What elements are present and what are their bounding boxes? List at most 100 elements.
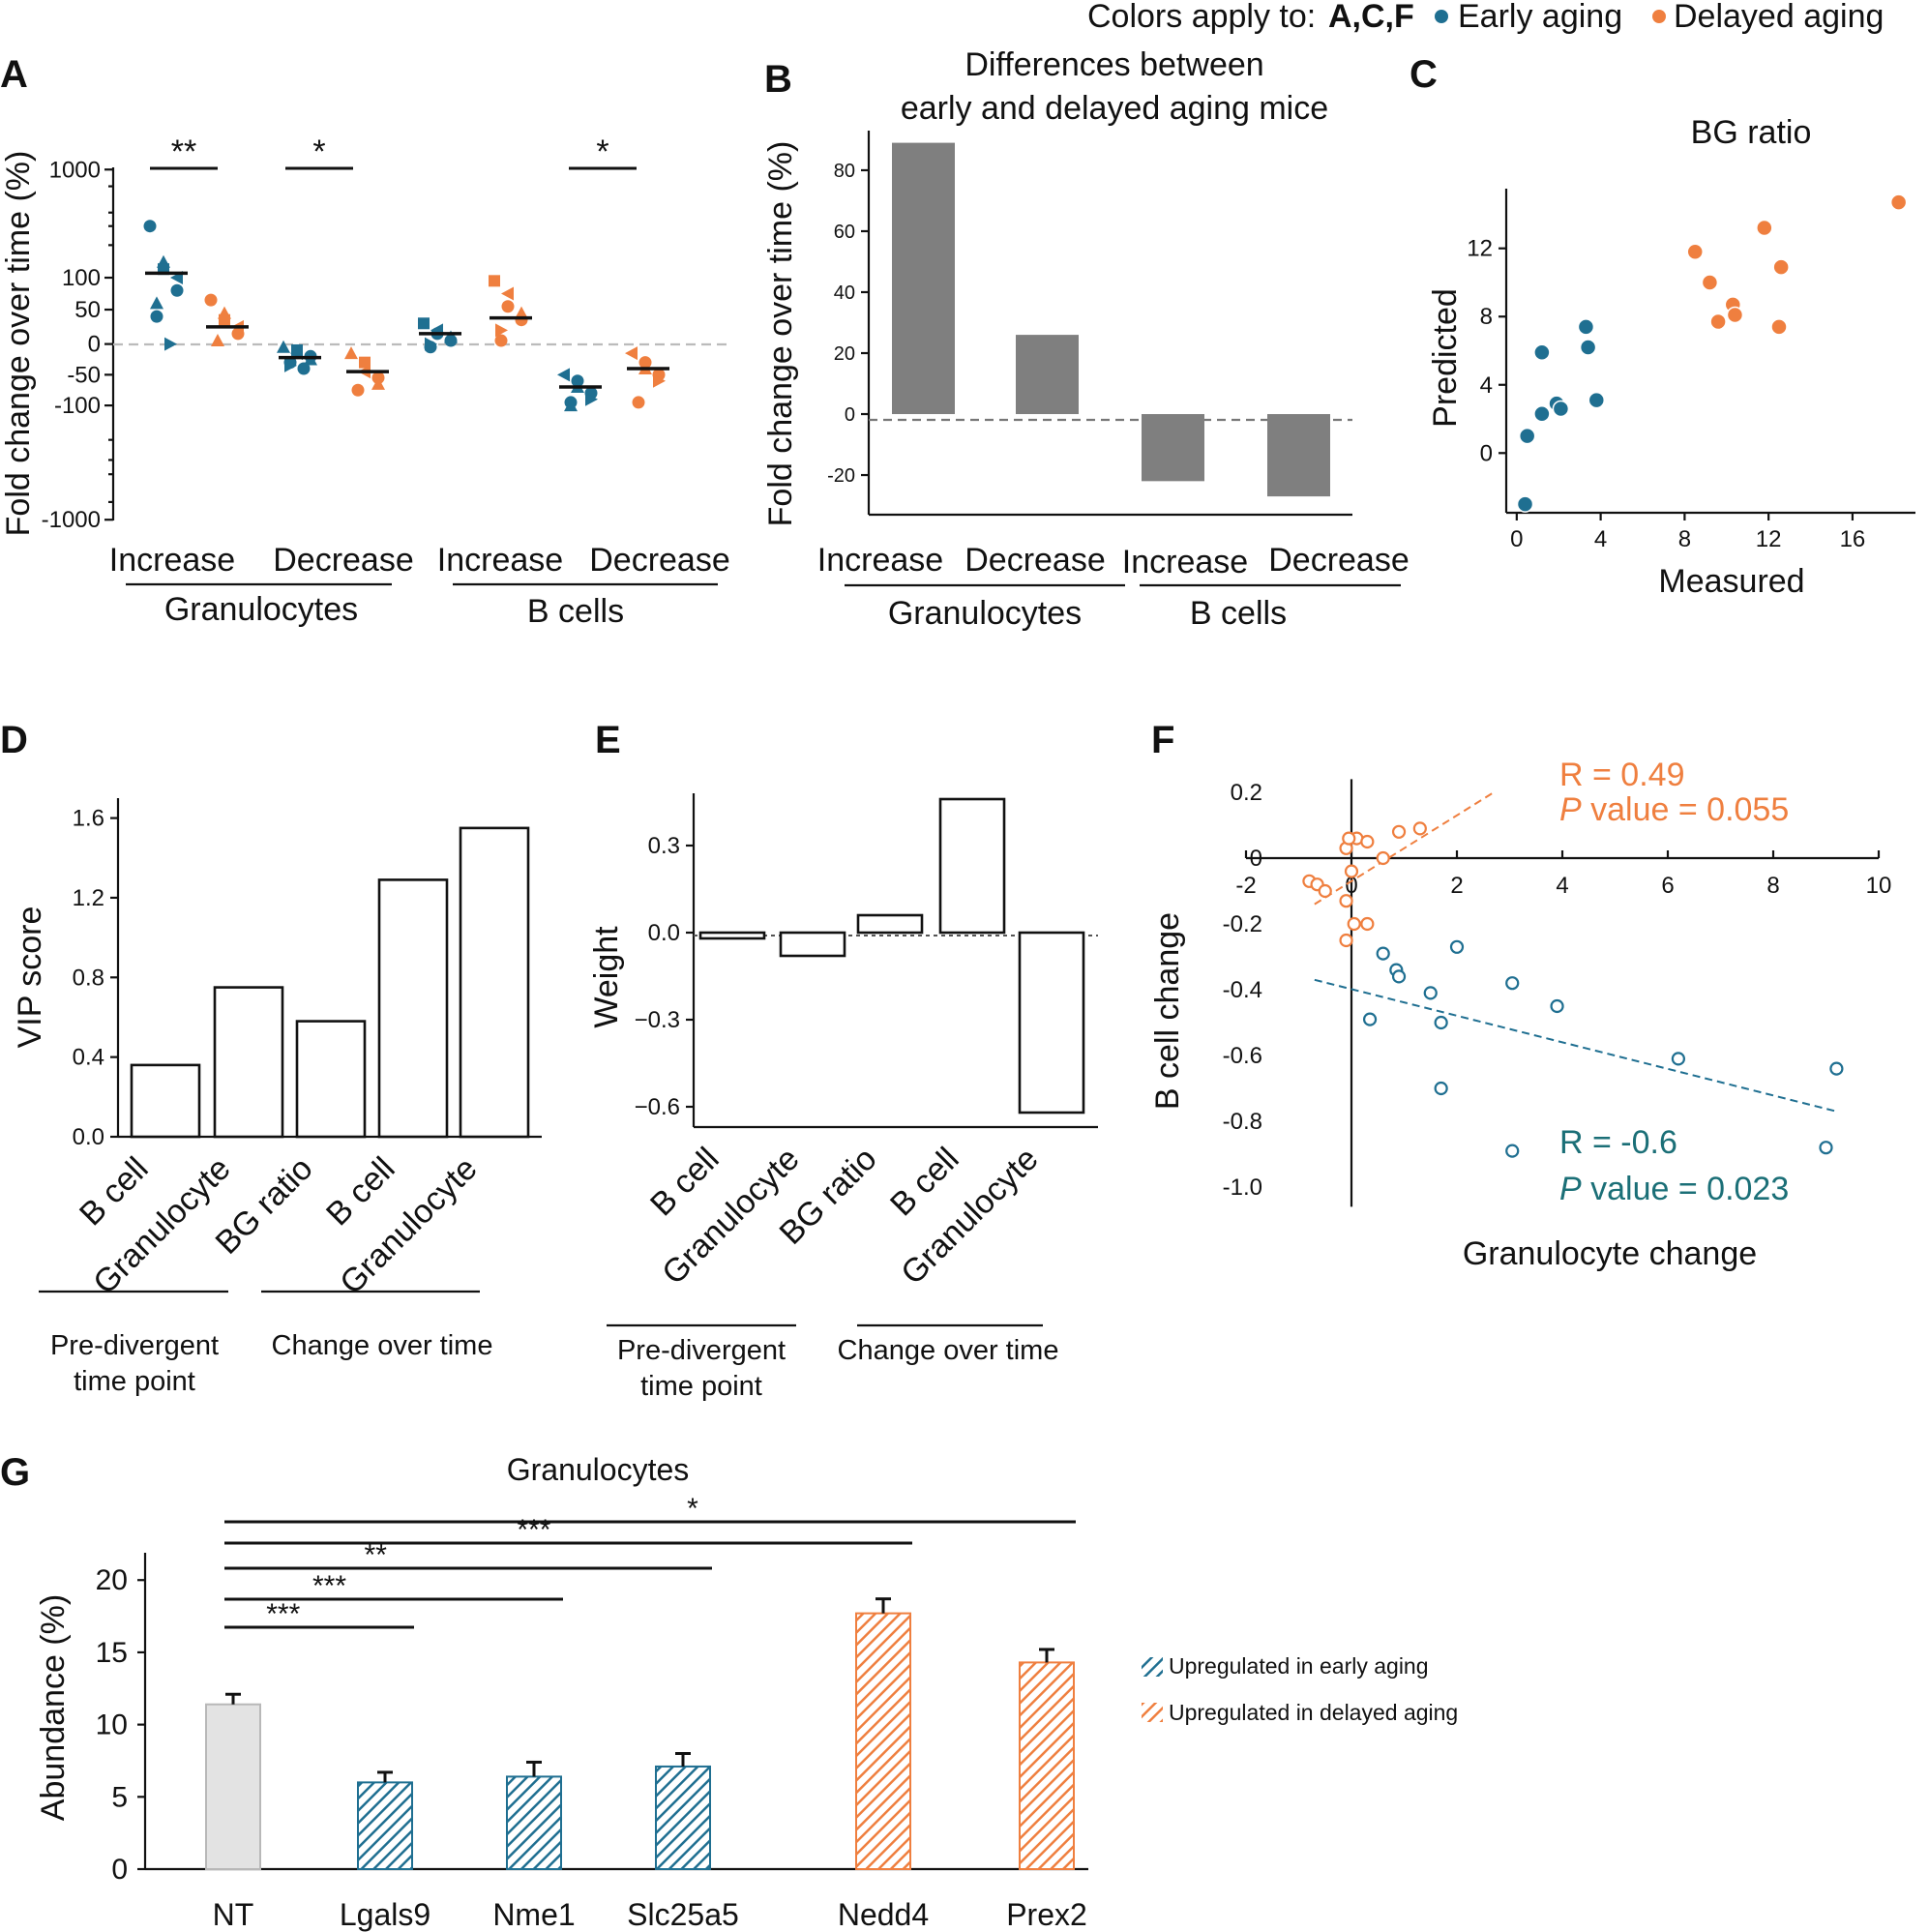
panel-d-bar	[130, 1063, 201, 1139]
panel-c-y-tick-label: 4	[1480, 372, 1493, 399]
panel-a-point	[424, 341, 437, 354]
panel-b: B Differences between early and delayed …	[762, 46, 1410, 632]
panel-a-point	[653, 373, 666, 388]
panel-a-significance-label: **	[171, 134, 196, 170]
panel-a-point	[371, 376, 385, 390]
panel-a-point	[515, 313, 528, 327]
panel-g-y-tick-label: 0	[111, 1854, 128, 1886]
panel-a-category-label: Granulocytes	[164, 591, 358, 628]
panel-a-point	[170, 283, 184, 297]
panel-f-point	[1434, 1081, 1448, 1096]
panel-c-point	[1772, 258, 1790, 276]
panel-e: E Weight 0.30.0−0.3−0.6 B cellGranulocyt…	[588, 719, 1098, 1402]
legend-delayed-marker	[1652, 10, 1666, 23]
panel-f-fit-line	[1314, 791, 1495, 906]
legend-prefix: Colors apply to:	[1087, 0, 1316, 35]
panel-b-category-label: B cells	[1190, 595, 1287, 632]
panel-c-point	[1770, 318, 1788, 336]
panel-a-point	[557, 368, 570, 382]
panel-a-y-label: Fold change over time (%)	[0, 151, 37, 537]
panel-b-y-tick-label: -20	[827, 465, 855, 487]
panel-f-delayed-p-value: value = 0.055	[1582, 791, 1790, 828]
panel-c-point	[1552, 400, 1570, 418]
panel-a-significance-label: *	[596, 134, 608, 170]
panel-d-y-tick-label: 0.0	[73, 1124, 104, 1150]
panel-f-early-p: P value = 0.023	[1559, 1171, 1789, 1207]
panel-f-point	[1671, 1052, 1686, 1066]
panel-f-y-tick-label: -0.4	[1223, 977, 1262, 1003]
panel-f-y-tick-label: 0	[1250, 846, 1262, 872]
panel-e-bar	[698, 931, 766, 940]
panel-c-x-label: Measured	[1658, 563, 1804, 600]
panel-b-bar-label: Increase	[1122, 544, 1248, 580]
panel-f-x-tick-label: 10	[1866, 873, 1892, 899]
panel-a-point	[150, 310, 163, 323]
panel-g-significance-label: *	[687, 1493, 698, 1525]
panel-b-bar	[1267, 414, 1330, 497]
panel-b-bar	[892, 142, 955, 415]
panel-a-group-label: Increase	[437, 542, 563, 579]
panel-f-x-tick-label: 4	[1556, 873, 1568, 899]
panel-b-category-label: Granulocytes	[888, 595, 1082, 632]
panel-e-group-label: Change over time	[838, 1335, 1059, 1366]
panel-g-significance-label: ***	[266, 1598, 300, 1630]
panel-f-point	[1505, 1144, 1520, 1158]
panel-a-y-tick-label: 50	[74, 297, 101, 323]
panel-e-group-label: Pre-divergent	[617, 1335, 786, 1366]
panel-e-y-label: Weight	[588, 926, 625, 1028]
panel-d-y-tick-label: 1.2	[73, 885, 104, 911]
panel-f-y-tick-label: -1.0	[1223, 1174, 1262, 1201]
panel-d-group-label: Pre-divergent	[50, 1330, 219, 1361]
panel-a-point	[231, 327, 245, 341]
panel-f-point	[1318, 883, 1332, 899]
panel-g-legend-delayed-swatch	[1142, 1703, 1163, 1722]
panel-g-bar	[855, 1612, 911, 1870]
panel-a: A Fold change over time (%) 1000 100 50 0 -5…	[0, 53, 730, 630]
panel-a-y-tick-label: 0	[88, 332, 101, 358]
panel-a-group-label: Decrease	[589, 542, 730, 579]
panel-g-x-tick-label: Lgals9	[340, 1897, 430, 1932]
panel-b-y-tick-label: 40	[834, 282, 855, 304]
panel-g-significance-label: ***	[517, 1514, 550, 1546]
panel-b-bar-label: Decrease	[964, 542, 1106, 579]
panel-a-point	[351, 383, 365, 397]
panel-f-delayed-p: P value = 0.055	[1559, 791, 1789, 828]
panel-d-bar	[459, 826, 530, 1139]
panel-g-title: Granulocytes	[507, 1452, 690, 1487]
panel-a-point	[501, 286, 514, 301]
panel-c-point	[1577, 318, 1595, 336]
panel-b-bar-label: Decrease	[1268, 542, 1410, 579]
panel-f-y-tick-label: 0.2	[1231, 780, 1262, 806]
panel-g-x-tick-label: Slc25a5	[627, 1897, 739, 1932]
panel-a-point	[297, 362, 311, 375]
panel-f-point	[1550, 998, 1564, 1014]
panel-letter-b: B	[764, 58, 792, 101]
panel-e-y-tick-label: −0.6	[635, 1094, 680, 1120]
panel-g-x-tick-label: NT	[213, 1897, 254, 1932]
panel-g-y-tick-label: 20	[96, 1564, 128, 1596]
panel-c-x-tick-label: 8	[1678, 526, 1691, 552]
panel-c-y-tick-label: 12	[1467, 236, 1493, 262]
panel-g-legend-early-label: Upregulated in early aging	[1169, 1653, 1429, 1679]
panel-b-title-line: Differences between	[964, 46, 1263, 83]
panel-f-point	[1344, 864, 1359, 878]
panel-letter-f: F	[1151, 719, 1174, 761]
panel-letter-a: A	[0, 53, 28, 96]
panel-f-point	[1434, 1015, 1448, 1030]
panel-f: F B cell change -2 0 2 4 6 8 100.20-0.2-0.4-0.…	[1149, 719, 1891, 1272]
panel-a-point	[625, 346, 638, 361]
panel-letter-c: C	[1410, 53, 1438, 96]
panel-f-point	[1376, 946, 1390, 961]
panel-letter-d: D	[0, 719, 28, 761]
panel-f-x-label: Granulocyte change	[1463, 1235, 1757, 1272]
panel-a-point	[211, 334, 224, 347]
panel-f-y-label: B cell change	[1149, 912, 1186, 1110]
panel-f-early-p-value: value = 0.023	[1582, 1171, 1790, 1207]
panel-a-point	[585, 392, 598, 406]
panel-c-point	[1579, 339, 1597, 356]
panel-a-point	[143, 220, 157, 233]
panel-f-delayed-p-italic: P	[1559, 791, 1582, 828]
panel-c-point	[1889, 193, 1908, 211]
